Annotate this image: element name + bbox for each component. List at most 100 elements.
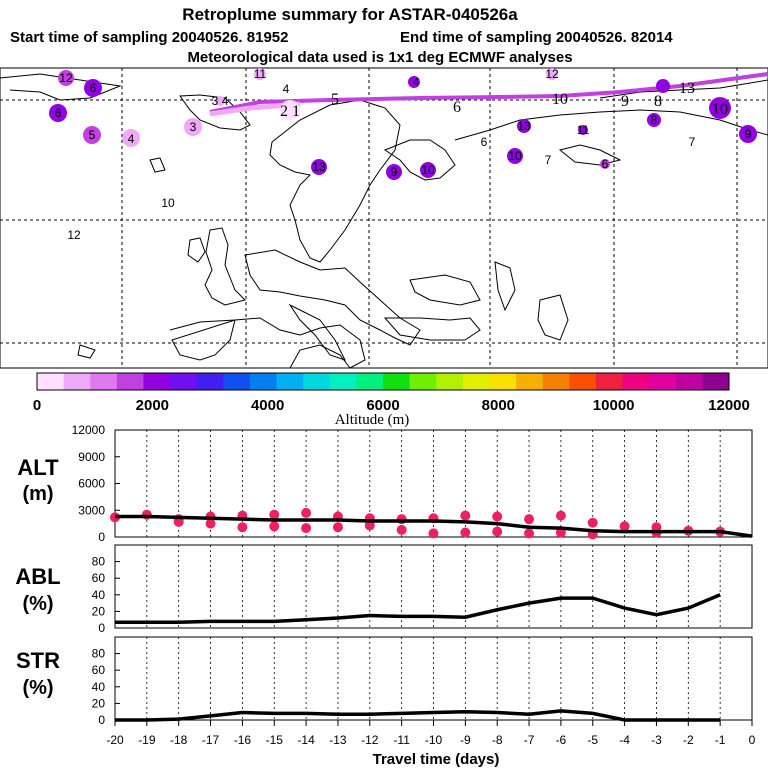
time-series-panels: 030006000900012000ALT(m)020406080ABL(%)0… [15,423,753,727]
colorbar-swatch [436,373,464,390]
map-marker-label: 13 [312,160,326,174]
colorbar-swatch [462,373,490,390]
map-marker: 10 [161,196,175,210]
map-marker: 7 [545,153,552,167]
colorbar-tick-label: 10000 [593,397,635,414]
map-marker: 5 [331,91,339,108]
colorbar-swatch [37,373,65,390]
y-axis-label: STR [16,648,60,673]
map-marker: 6 [84,79,102,97]
y-tick-label: 80 [92,555,106,569]
x-tick-label: -1 [715,733,726,747]
map-marker-label: 7 [545,153,552,167]
altitude-point [492,511,503,522]
y-tick-label: 60 [92,571,106,585]
map-marker: 10 [709,97,731,119]
map-marker-label: 12 [59,71,73,85]
map-marker-label: 10 [508,149,522,163]
map-marker: 4 [283,82,290,96]
x-tick-label: -5 [587,733,598,747]
x-tick-label: -15 [266,733,284,747]
map-marker-label: 6 [481,135,488,149]
map-marker-label: 6 [453,99,461,116]
map-marker: 10 [552,91,568,108]
x-tick-label: -20 [106,733,124,747]
x-tick-label: -13 [329,733,347,747]
map-marker: 8 [654,93,662,110]
altitude-point [460,527,471,538]
y-tick-label: 40 [92,680,106,694]
map-marker: 7 [689,135,696,149]
map-marker: 3 [184,118,202,136]
x-tick-label: -17 [202,733,220,747]
map-marker: 10 [507,148,523,164]
map-marker-label: 10 [421,163,435,177]
map-marker-label: 13 [679,80,695,97]
colorbar-tick-label: 12000 [708,397,750,414]
colorbar-swatch [196,373,224,390]
map-marker-label: 12 [67,228,81,242]
colorbar-tick-label: 0 [33,397,41,414]
map-marker-label: 11 [577,123,590,137]
y-tick-label: 0 [98,621,105,635]
map-marker-label: 6 [55,106,62,120]
chart-title: Retroplume summary for ASTAR-040526a [182,5,518,24]
panel-alt: 0 3000 6000 9000 12000 ALT (m) [17,423,753,544]
colorbar-swatch [329,373,357,390]
abl-line [115,593,721,624]
colorbar-swatch [249,373,278,390]
map-marker-label: 10 [712,101,728,118]
map-marker: 8 [647,113,661,127]
map-marker-label: 9 [745,127,752,141]
altitude-point [301,507,312,518]
altitude-point [237,522,248,533]
x-tick-label: -19 [138,733,156,747]
map-marker-label: 9 [621,93,629,110]
map-marker: 5 [83,126,101,144]
y-tick-label: 0 [98,530,105,544]
x-tick-label: -18 [170,733,188,747]
end-time-label: End time of sampling 20040526. 82014 [400,29,673,46]
map-marker: 12 [545,67,559,81]
altitude-point [587,517,598,528]
colorbar-title: Altitude (m) [335,412,410,428]
altitude-point [364,520,375,531]
colorbar-swatch [409,373,437,390]
map-marker: 13 [311,159,327,175]
altitude-point [269,509,280,520]
map-marker: 4 [122,129,140,147]
x-tick-label: -4 [619,733,630,747]
map-marker: 4 [408,75,420,89]
colorbar-swatch [622,373,650,390]
map-marker: 13 [656,79,695,97]
colorbar-swatch [356,373,384,390]
x-tick-label: -7 [524,733,535,747]
y-tick-label: 9000 [78,450,105,464]
map-marker: 6 [453,99,461,116]
altitude-point [428,528,439,539]
map-marker-label: 2 1 [280,103,300,120]
coastlines [0,73,768,369]
colorbar-tick-label: 2000 [136,397,169,414]
map-marker-label: 7 [689,135,696,149]
y-axis-label: ABL [15,564,60,589]
map-marker-label: 4 [283,82,290,96]
colorbar-swatch [569,373,597,390]
colorbar-swatch [223,373,251,390]
altitude-point [460,510,471,521]
map-marker-label: 10 [552,91,568,108]
map-marker: 9 [386,164,402,180]
y-tick-label: 12000 [72,423,106,437]
y-axis-label: ALT [17,455,59,480]
altitude-point [173,516,184,527]
altitude-point [301,523,312,534]
map-marker-label: 13 [517,119,531,133]
y-axis-unit: (%) [22,677,53,699]
map-panel: 12 6 6 5 4 3 11 4 3 4 2 1 5 6 4 12 10 9 … [0,67,768,369]
x-axis-title: Travel time (days) [373,751,500,768]
map-marker: 11 [577,123,590,137]
colorbar-tick-label: 8000 [482,397,515,414]
y-tick-label: 80 [92,647,106,661]
altitude-point [492,526,503,537]
x-tick-label: -2 [683,733,694,747]
